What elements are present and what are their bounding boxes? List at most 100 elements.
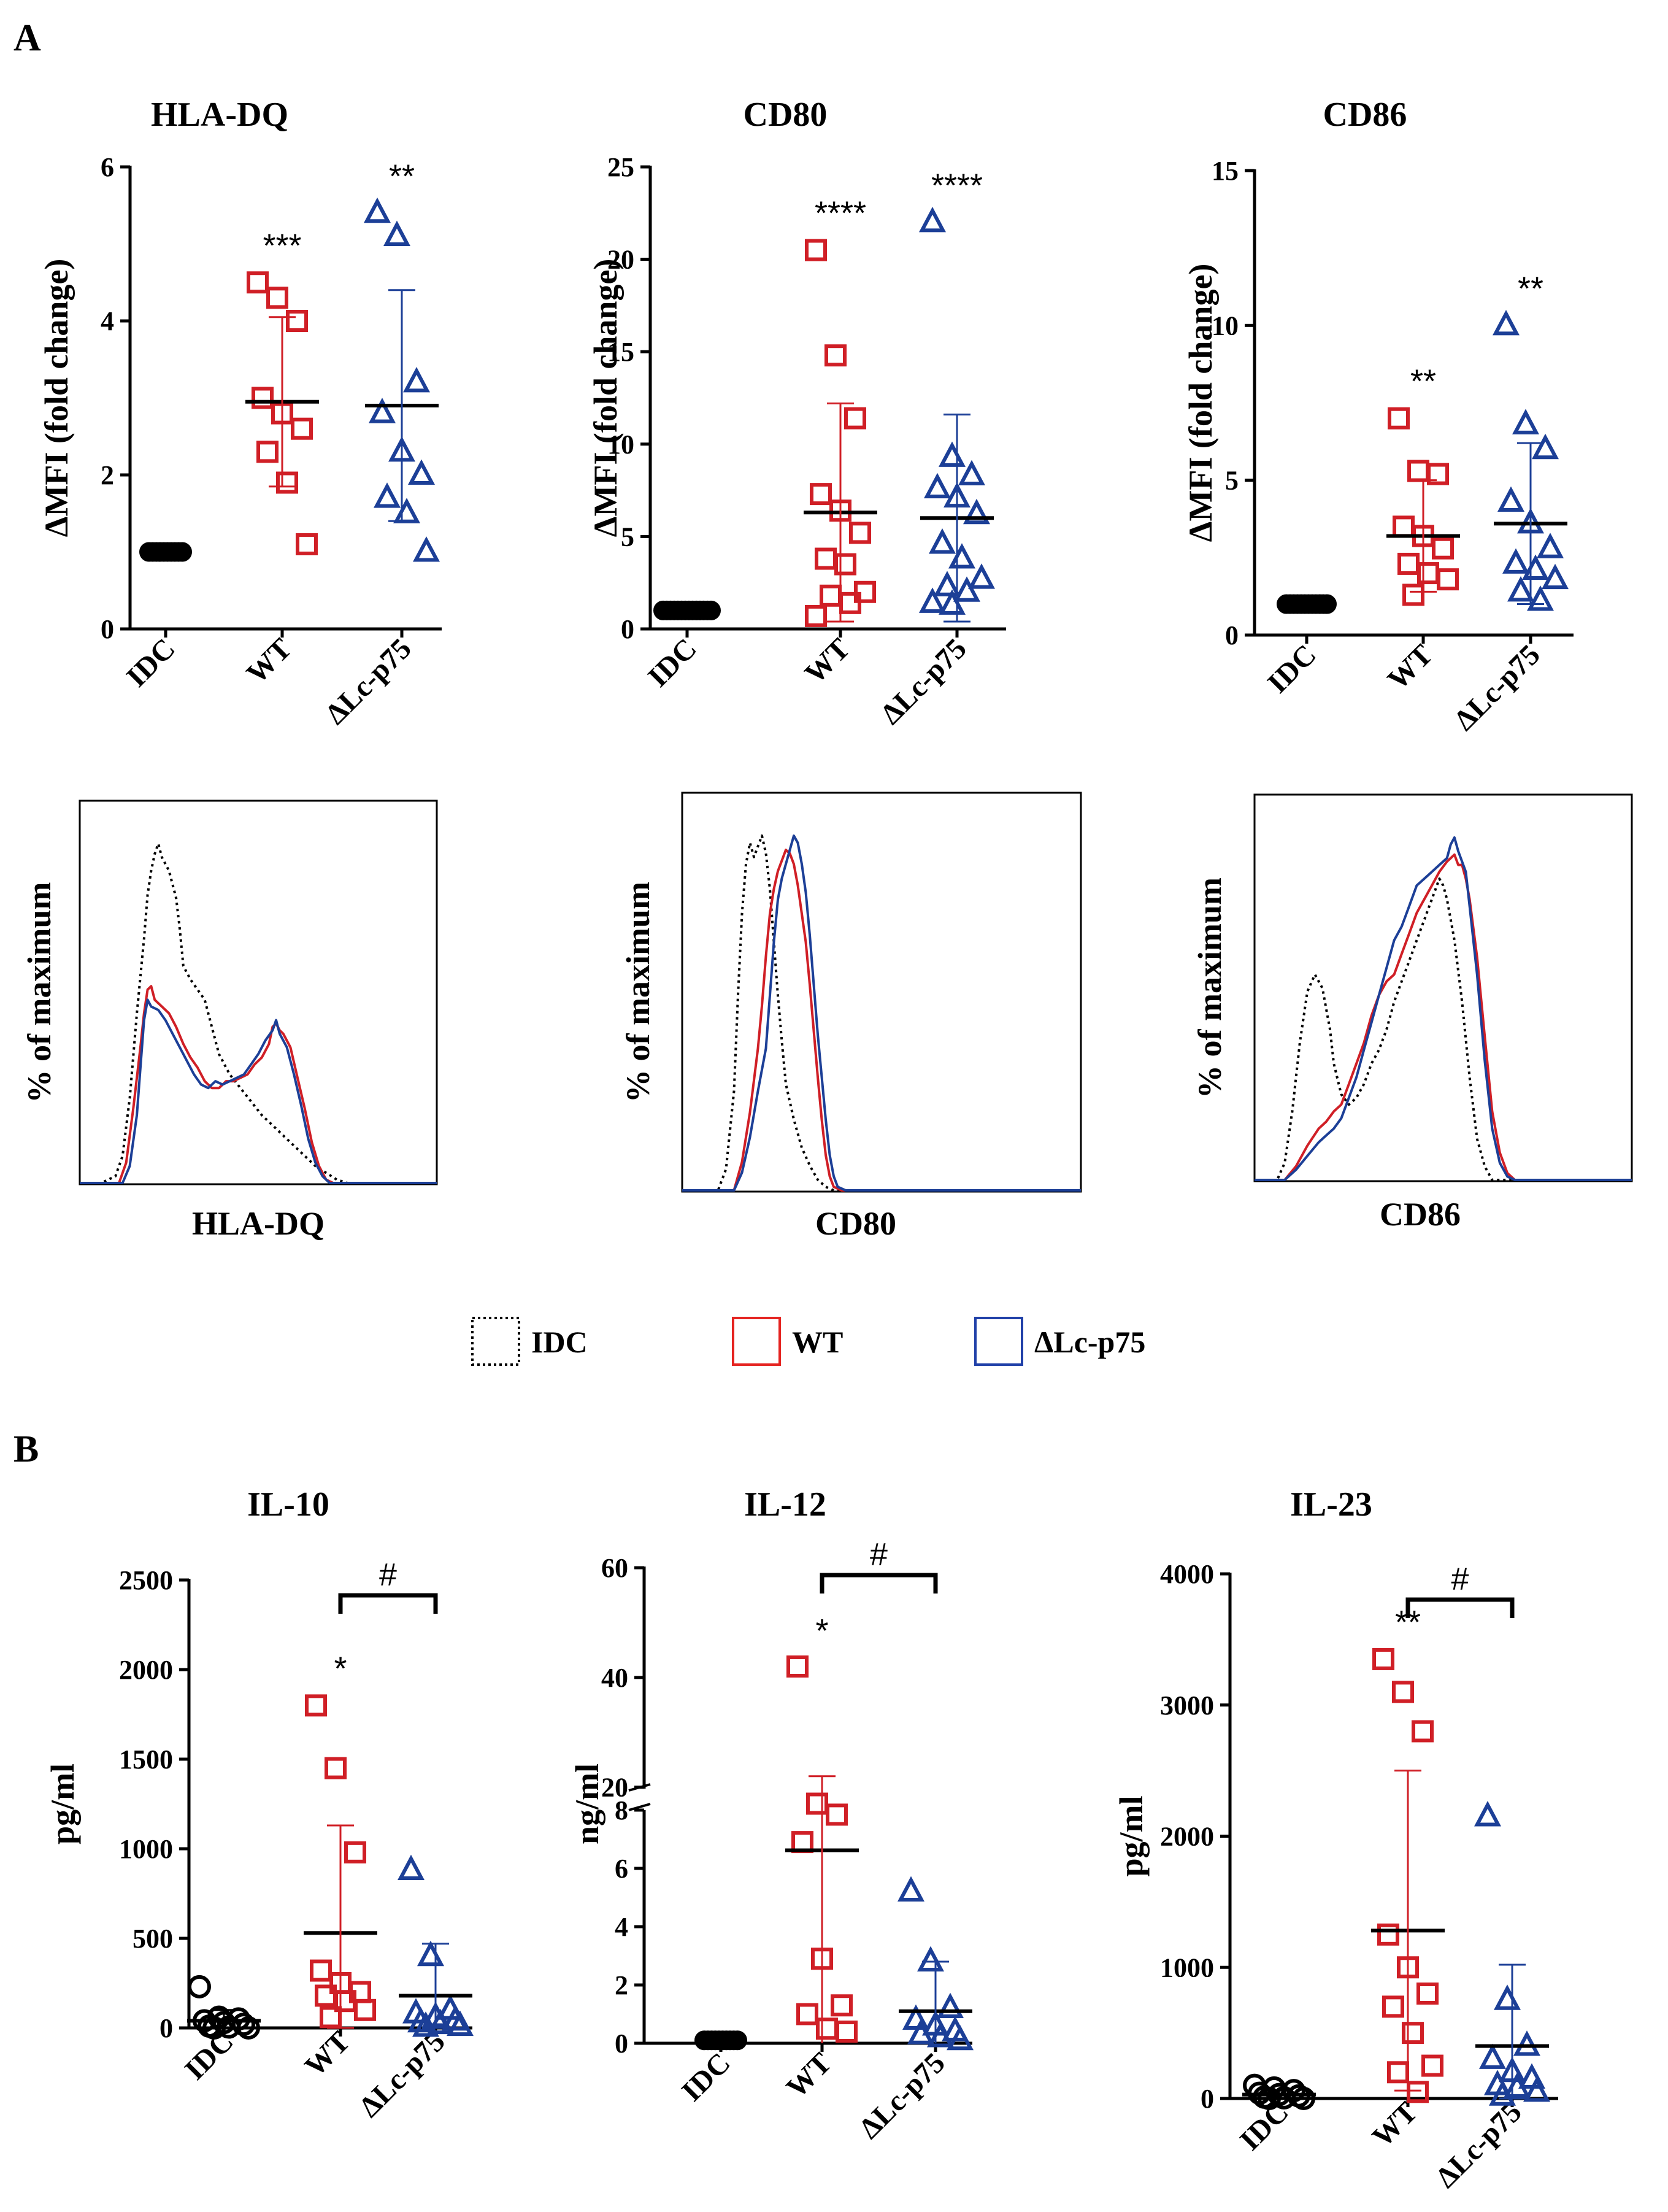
data-point: [407, 2006, 434, 2033]
series-idc: IDC: [1234, 2073, 1316, 2157]
histogram-idc: [80, 842, 437, 1184]
bracket: [1405, 1597, 1515, 1618]
y-tick-label: 0: [1201, 2084, 1214, 2114]
y-axis-label: % of maximum: [1191, 877, 1228, 1098]
y-tick-label: 2: [101, 460, 114, 490]
data-point: [276, 471, 298, 494]
data-point: [1427, 463, 1449, 485]
data-point: [1523, 2076, 1550, 2102]
data-point: [810, 483, 832, 506]
data-point: [408, 459, 435, 485]
data-point: [820, 584, 842, 607]
data-point: [1407, 460, 1429, 482]
panel-label-a: A: [13, 17, 41, 59]
y-tick-label: 0: [621, 614, 634, 644]
data-point: [1402, 584, 1424, 606]
x-tick-label: IDC: [120, 632, 182, 693]
y-tick-label: 1500: [119, 1744, 173, 1775]
data-point: [1382, 1995, 1404, 2018]
data-point: [344, 1841, 366, 1863]
bracket: [338, 1593, 438, 1614]
series-dlc-p75: ΔLc-p75: [853, 1876, 974, 2145]
y-tick-label: 0: [159, 2013, 173, 2043]
y-tick-label: 40: [601, 1663, 628, 1693]
data-point: [805, 239, 827, 261]
panel-label-b: B: [13, 1428, 39, 1470]
y-axis-label: pg/ml: [44, 1763, 81, 1844]
data-point: [325, 1757, 347, 1779]
chart-title: HLA-DQ: [151, 96, 288, 134]
data-point: [1421, 2054, 1443, 2077]
chart-cd80_hist: CD80 % of maximum: [620, 792, 1082, 1242]
series-dlc-p75: ΔLc-p75 **: [1448, 270, 1569, 737]
data-point: [1377, 1923, 1399, 1946]
y-tick-label: 4: [101, 306, 114, 336]
data-point: [237, 2016, 260, 2040]
data-point: [963, 498, 990, 525]
data-point: [917, 1946, 944, 1971]
legend-label: ΔLc-p75: [1034, 1325, 1145, 1359]
legend-item-wt: WT: [732, 1317, 843, 1366]
y-tick-label: 1000: [119, 1834, 173, 1864]
chart-cd86_hist: CD86 % of maximum: [1191, 793, 1633, 1233]
data-point: [1437, 568, 1459, 591]
data-point: [1387, 2061, 1409, 2084]
data-point: [919, 587, 946, 613]
histogram-wt: [80, 985, 437, 1184]
data-point: [1489, 2080, 1516, 2106]
plot-frame: [79, 800, 438, 1185]
chart-il10: IL-10 pg/ml 0 500 1000 1500 2000 2500 IDC WT * ΔLc-…: [44, 1486, 474, 2124]
data-point: [1393, 515, 1415, 538]
data-point: [1372, 1647, 1394, 1670]
data-point: [247, 271, 269, 294]
data-point: [958, 460, 985, 486]
legend-swatch: [471, 1317, 520, 1366]
legend-swatch: [732, 1317, 781, 1366]
y-axis-label: ng/ml: [569, 1763, 605, 1844]
data-point: [188, 1975, 211, 1998]
x-tick-label: WT: [780, 2046, 838, 2104]
data-point: [834, 553, 856, 576]
data-point: [403, 367, 430, 393]
data-point: [1407, 2081, 1429, 2103]
histogram-dlc-p75: [80, 998, 437, 1184]
data-point: [172, 542, 192, 562]
axis-break: [628, 1803, 651, 1811]
chart-title: IL-12: [744, 1486, 826, 1524]
y-tick-label: 2: [615, 1970, 628, 2000]
data-point: [728, 2030, 747, 2051]
x-tick-label: ΔLc-p75: [353, 2025, 452, 2124]
y-tick-label: 1000: [1160, 1952, 1214, 1983]
legend-swatch: [974, 1317, 1023, 1366]
y-tick-label: 20: [601, 1773, 628, 1803]
series-wt: WT**: [1382, 363, 1460, 696]
y-tick-label: 3000: [1160, 1690, 1214, 1721]
bracket-label: #: [1451, 1562, 1469, 1597]
series-idc: IDC: [179, 1975, 261, 2086]
y-tick-label: 2500: [119, 1565, 173, 1595]
data-point: [383, 220, 410, 246]
significance-label: ****: [815, 195, 866, 232]
data-point: [1522, 554, 1549, 580]
data-point: [1317, 594, 1337, 614]
x-axis-label: CD80: [815, 1205, 896, 1242]
legend-item-dlc-p75: ΔLc-p75: [974, 1317, 1145, 1366]
bracket-label: #: [870, 1537, 888, 1573]
x-tick-label: WT: [1366, 2095, 1424, 2153]
significance-label: ****: [931, 167, 983, 204]
x-tick-label: WT: [1382, 638, 1439, 696]
significance-label: ***: [263, 227, 301, 264]
data-point: [1494, 1984, 1521, 2010]
data-point: [1479, 2043, 1506, 2069]
y-axis-label: % of maximum: [21, 882, 58, 1103]
chart-title: IL-23: [1290, 1486, 1372, 1524]
chart-hla_hist: HLA-DQ % of maximum: [21, 800, 438, 1242]
data-point: [1388, 407, 1410, 430]
series-wt: WT**: [1366, 1604, 1445, 2153]
legend-label: WT: [792, 1325, 843, 1359]
x-tick-label: WT: [240, 632, 298, 690]
histogram-dlc-p75: [682, 834, 1081, 1192]
x-axis-label: HLA-DQ: [192, 1205, 325, 1242]
data-point: [902, 2004, 929, 2030]
